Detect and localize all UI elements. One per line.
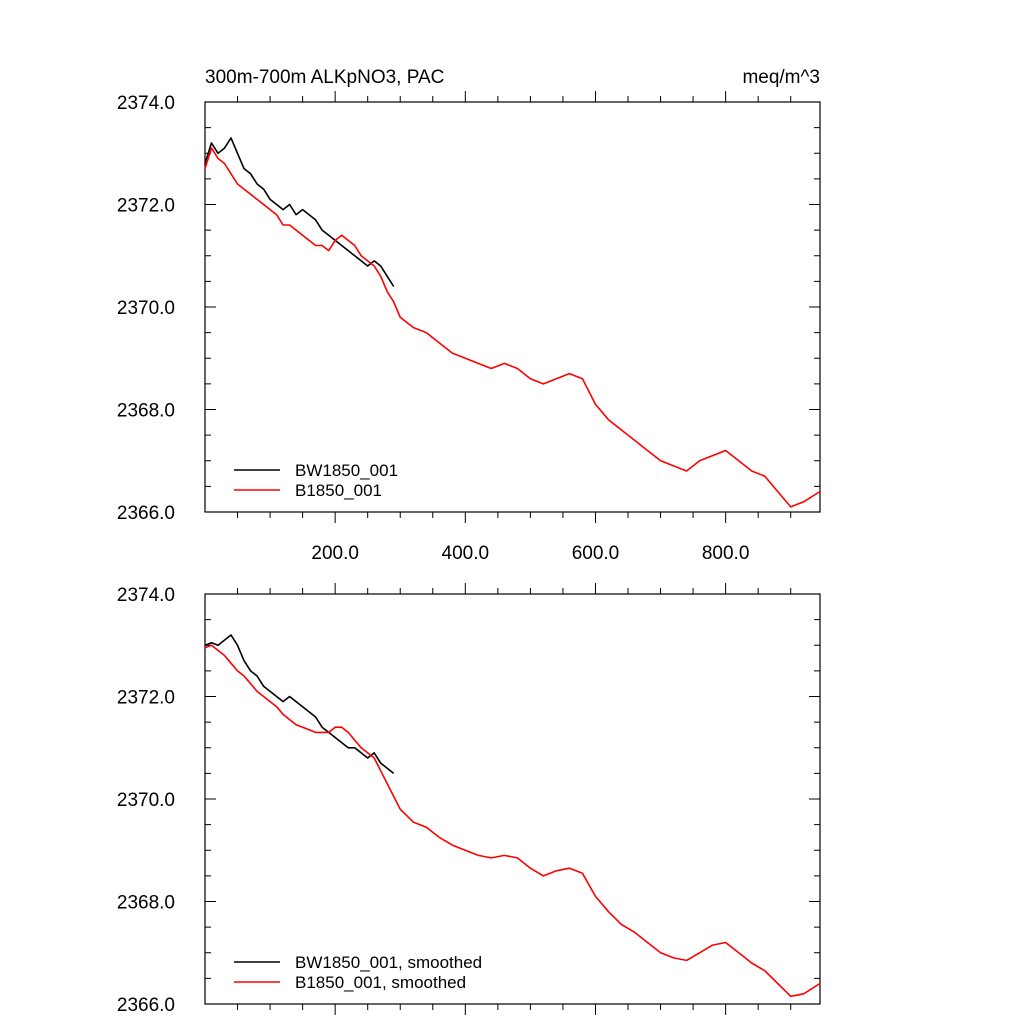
legend-label: B1850_001, smoothed: [295, 973, 466, 992]
legend-label: BW1850_001, smoothed: [295, 953, 482, 972]
legend-label: B1850_001: [295, 481, 382, 500]
x-tick-label: 600.0: [572, 543, 620, 564]
y-tick-label: 2368.0: [117, 401, 175, 422]
plot-frame: [204, 101, 821, 513]
top-panel: 2366.0 2368.0 2370.0 2372.0 2374.0 200.0 400.0…: [117, 91, 821, 564]
y-tick-label: 2372.0: [117, 688, 175, 709]
series-line-b1850-001: [204, 147, 821, 508]
series-line-bw1850-001-smoothed: [204, 634, 395, 775]
y-tick-label: 2366.0: [117, 995, 175, 1016]
plot-frame: [204, 593, 821, 1005]
x-tick-label: 400.0: [442, 543, 490, 564]
bottom-panel: 2366.0 2368.0 2370.0 2372.0 2374.0 BW1850_001…: [117, 583, 821, 1016]
y-tick-label: 2368.0: [117, 893, 175, 914]
x-tick-label: 200.0: [311, 543, 359, 564]
x-tick-label: 800.0: [702, 543, 750, 564]
y-tick-label: 2374.0: [117, 585, 175, 606]
y-tick-label: 2366.0: [117, 503, 175, 524]
chart-title: 300m-700m ALKpNO3, PAC: [205, 67, 444, 88]
y-tick-label: 2372.0: [117, 196, 175, 217]
y-tick-label: 2374.0: [117, 93, 175, 114]
series-line-bw1850-001: [204, 137, 395, 287]
legend-label: BW1850_001: [295, 461, 398, 480]
y-tick-label: 2370.0: [117, 790, 175, 811]
y-tick-label: 2370.0: [117, 298, 175, 319]
units-label: meq/m^3: [742, 67, 820, 88]
series-line-b1850-001-smoothed: [204, 644, 821, 998]
